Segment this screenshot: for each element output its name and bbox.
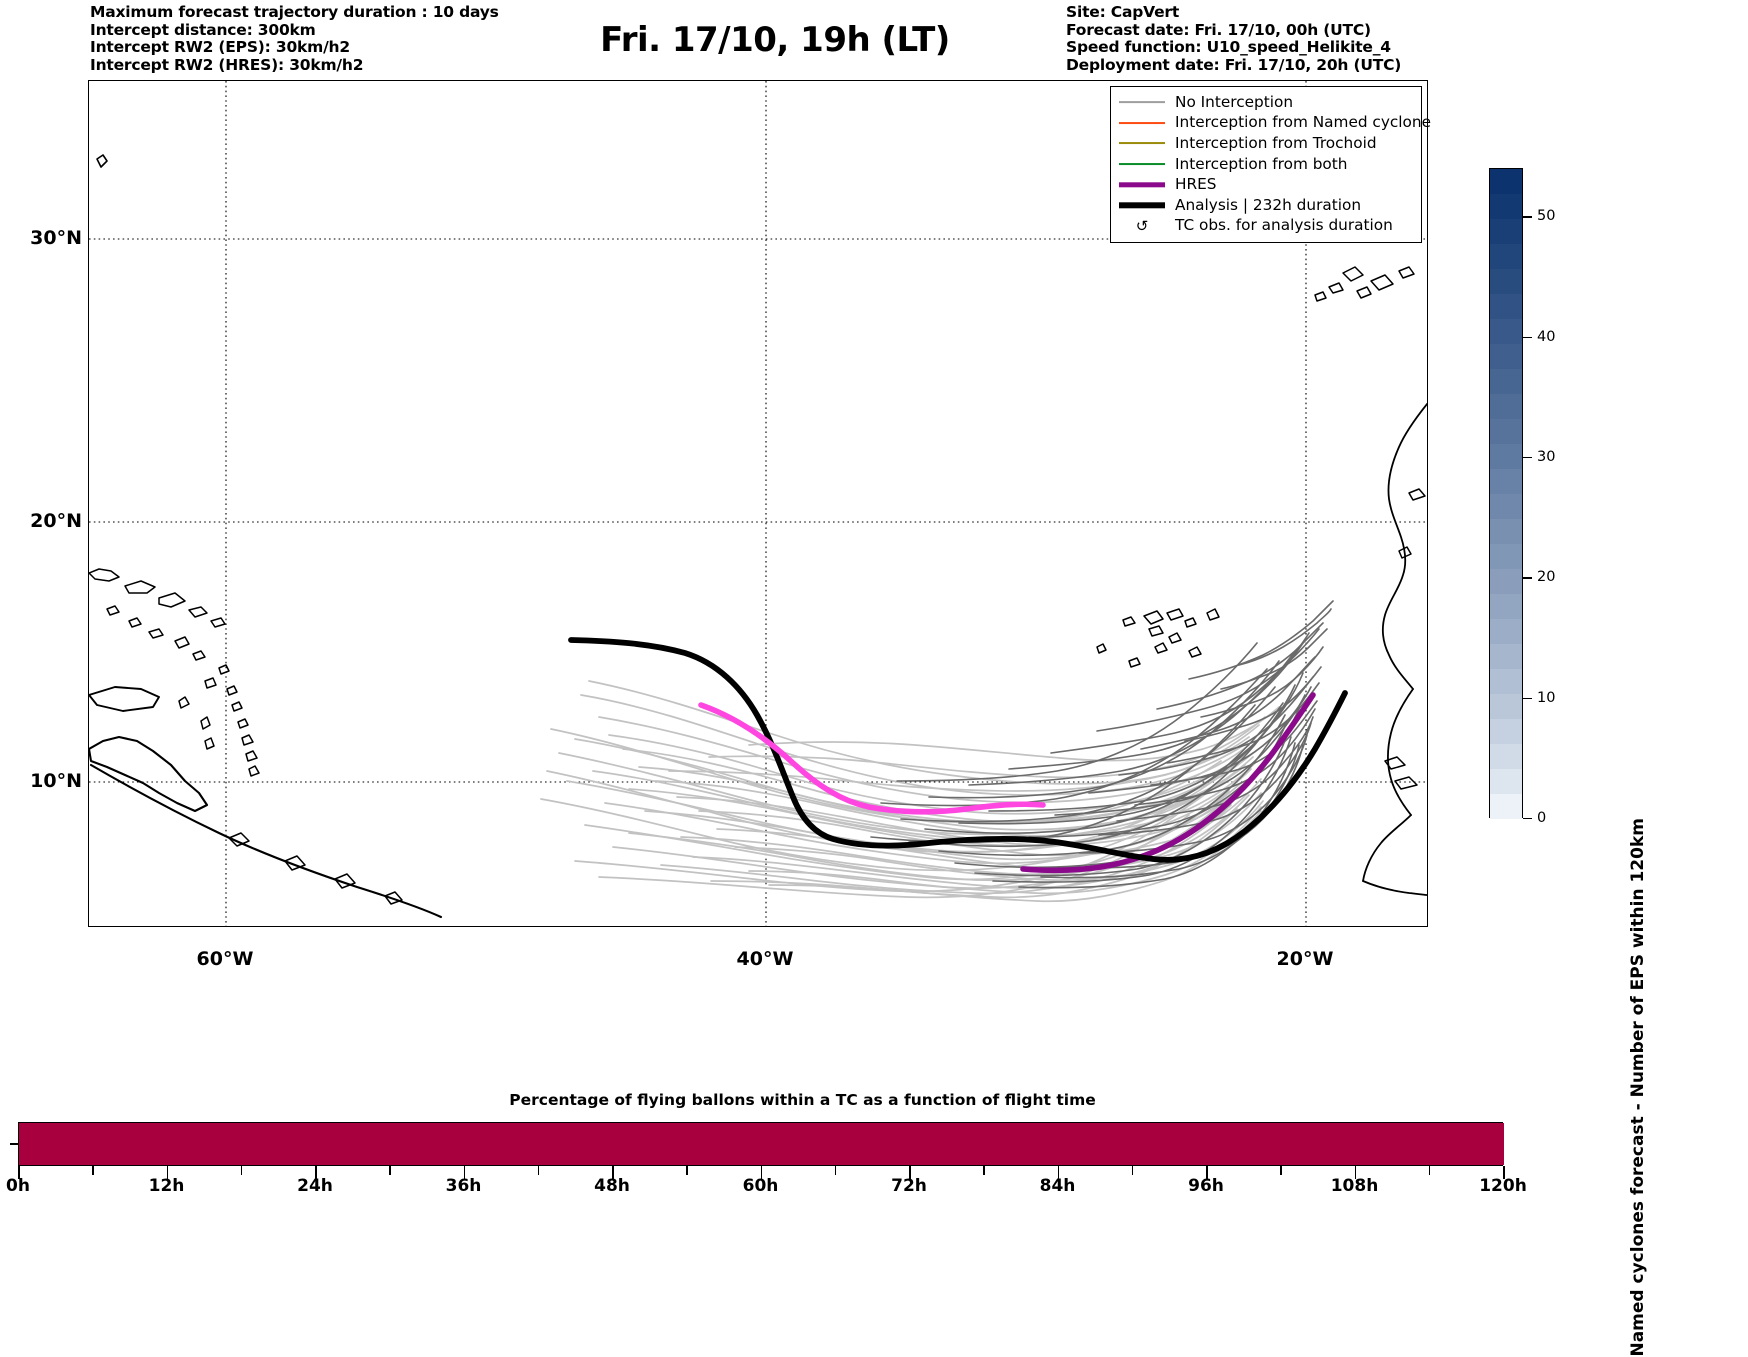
legend-line-swatch-named-cyclone (1119, 116, 1165, 130)
lon-tick-20w: 20°W (1276, 948, 1334, 970)
colorbar-tick-label-30: 30 (1537, 448, 1556, 465)
flight-time-bar-fill (19, 1123, 1504, 1165)
flight-time-tick-78 (983, 1166, 985, 1175)
header-deployment-date: Deployment date: Fri. 17/10, 20h (UTC) (1066, 55, 1402, 74)
trajectory-hres (1020, 692, 1316, 874)
flight-time-tick-66 (834, 1166, 837, 1175)
colorbar-gradient (1489, 168, 1523, 819)
colorbar-tick-label-10: 10 (1537, 689, 1556, 706)
flight-time-tick-48 (612, 1166, 614, 1179)
legend-line-swatch-both (1119, 157, 1165, 171)
legend-label-no-interception: No Interception (1175, 92, 1294, 111)
header-left-line-1: Maximum forecast trajectory duration : 1… (90, 3, 499, 21)
flight-time-tick-30 (389, 1166, 391, 1175)
colorbar-tick-label-40: 40 (1537, 328, 1556, 345)
colorbar-title: Named cyclones forecast - Number of EPS … (1628, 818, 1648, 1357)
flight-time-tick-0 (18, 1166, 20, 1179)
colorbar-tick-label-20: 20 (1537, 569, 1556, 586)
legend-item-tc-obs[interactable]: ↺ TC obs. for analysis duration (1119, 216, 1413, 237)
legend-item-both[interactable]: Interception from both (1119, 154, 1413, 175)
flight-time-tick-114 (1428, 1166, 1431, 1175)
map-canvas (89, 81, 1427, 926)
header-left-line-2: Intercept distance: 300km (90, 20, 316, 39)
flight-time-tick-36 (463, 1166, 466, 1179)
flight-time-label-72: 72h (891, 1176, 927, 1196)
header-left-line-3: Intercept RW2 (EPS): 30km/h2 (90, 38, 350, 56)
legend-label-hres: HRES (1175, 175, 1217, 194)
header-forecast-date: Forecast date: Fri. 17/10, 00h (UTC) (1066, 20, 1371, 39)
page-title: Fri. 17/10, 19h (LT) (600, 20, 950, 60)
flight-time-tick-60 (760, 1166, 763, 1179)
colorbar[interactable]: 0 10 20 30 40 50 (1489, 168, 1555, 826)
flight-time-tick-96 (1206, 1166, 1208, 1179)
flight-time-label-96: 96h (1188, 1176, 1224, 1196)
flight-time-tick-12 (166, 1166, 169, 1179)
map-legend[interactable]: No Interception Interception from Named … (1110, 86, 1431, 244)
colorbar-title-wrap: Named cyclones forecast - Number of EPS … (1604, 168, 1648, 1357)
flight-time-label-24: 24h (297, 1176, 333, 1196)
colorbar-tick-20 (1523, 577, 1532, 579)
flight-time-label-120: 120h (1479, 1176, 1527, 1196)
flight-time-label-12: 12h (148, 1176, 185, 1196)
flight-time-label-84: 84h (1039, 1176, 1076, 1196)
legend-label-tc-obs: TC obs. for analysis duration (1175, 216, 1393, 235)
flight-time-tick-18 (240, 1166, 243, 1175)
header-site: Site: CapVert (1066, 3, 1180, 21)
ensemble-no-interception (540, 680, 1280, 903)
flight-time-bar[interactable] (10, 1122, 1748, 1179)
legend-item-analysis[interactable]: Analysis | 232h duration (1119, 195, 1413, 216)
coastlines (89, 154, 1427, 919)
cyclone-icon: ↺ (1135, 216, 1149, 235)
colorbar-tick-30 (1523, 456, 1532, 459)
legend-line-swatch-no-interception (1119, 95, 1165, 109)
legend-line-swatch-trochoid (1119, 136, 1165, 150)
flight-time-label-108: 108h (1330, 1176, 1379, 1196)
flight-time-tick-24 (315, 1166, 317, 1179)
header-left-line-4: Intercept RW2 (HRES): 30km/h2 (90, 55, 364, 74)
colorbar-tick-label-0: 0 (1537, 810, 1547, 826)
flight-time-label-36: 36h (445, 1176, 482, 1196)
flight-time-label-48: 48h (594, 1176, 630, 1196)
trajectory-analysis (568, 637, 1348, 863)
colorbar-tick-10 (1523, 697, 1532, 700)
legend-item-named-cyclone[interactable]: Interception from Named cyclone (1119, 113, 1431, 134)
header-speed-function: Speed function: U10_speed_Helikite_4 (1066, 38, 1391, 56)
legend-line-swatch-analysis (1119, 198, 1165, 212)
flight-time-tick-108 (1354, 1166, 1357, 1179)
legend-label-analysis: Analysis | 232h duration (1175, 195, 1362, 214)
flight-time-tick-6 (92, 1166, 94, 1175)
flight-time-tick-54 (686, 1166, 688, 1175)
legend-line-swatch-hres (1119, 178, 1165, 192)
legend-label-named-cyclone: Interception from Named cyclone (1175, 113, 1432, 132)
lon-tick-40w: 40°W (736, 948, 794, 970)
bottom-bar-title: Percentage of flying ballons within a TC… (509, 1091, 1096, 1109)
flight-time-label-60: 60h (742, 1176, 779, 1196)
flight-time-tick-42 (537, 1166, 540, 1175)
header-left-block: Maximum forecast trajectory duration : 1… (90, 3, 610, 74)
colorbar-tick-50 (1523, 216, 1532, 218)
flight-time-tick-120 (1503, 1166, 1505, 1179)
colorbar-tick-label-50: 50 (1537, 208, 1556, 225)
ensemble-dense-bundle (870, 600, 1334, 889)
lon-tick-60w: 60°W (196, 948, 254, 970)
flight-time-tick-72 (909, 1166, 911, 1179)
lat-tick-30n: 30°N (30, 227, 82, 249)
flight-time-bar-ytick (10, 1143, 19, 1145)
flight-time-label-0: 0h (6, 1176, 30, 1196)
legend-item-trochoid[interactable]: Interception from Trochoid (1119, 133, 1413, 154)
flight-time-tick-84 (1057, 1166, 1060, 1179)
header-right-block: Site: CapVert Forecast date: Fri. 17/10,… (1066, 3, 1586, 74)
colorbar-tick-40 (1523, 336, 1532, 338)
legend-label-both: Interception from both (1175, 154, 1348, 173)
legend-item-hres[interactable]: HRES (1119, 174, 1413, 195)
colorbar-tick-0 (1523, 818, 1532, 820)
flight-time-tick-102 (1280, 1166, 1282, 1175)
trajectory-balloon-flown (698, 702, 1046, 815)
legend-item-no-interception[interactable]: No Interception (1119, 92, 1413, 113)
lat-tick-10n: 10°N (30, 770, 82, 792)
legend-label-trochoid: Interception from Trochoid (1175, 133, 1377, 152)
lat-tick-20n: 20°N (30, 510, 82, 532)
flight-time-tick-90 (1131, 1166, 1134, 1175)
flight-time-bar-box (10, 1122, 1504, 1166)
